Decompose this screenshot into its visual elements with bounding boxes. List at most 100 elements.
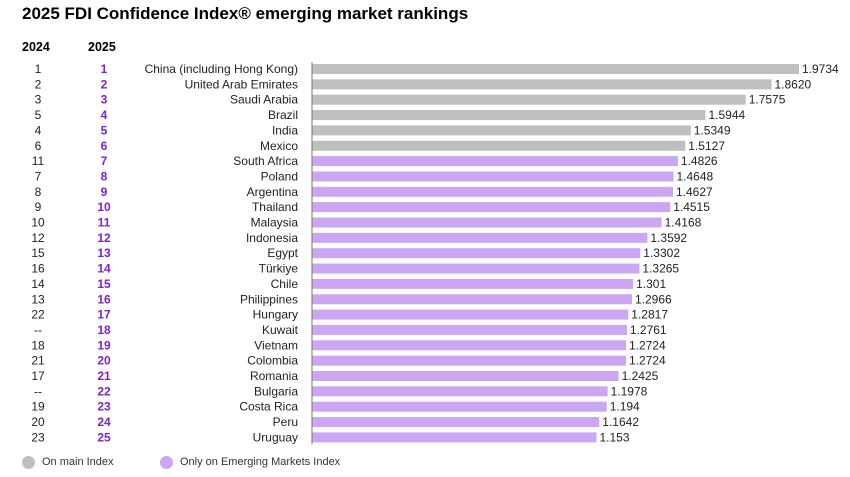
value-label: 1.5944 xyxy=(709,108,746,122)
bar xyxy=(312,401,607,412)
bar xyxy=(312,202,671,213)
rank-2024-label: 14 xyxy=(31,277,45,291)
value-label: 1.4648 xyxy=(677,169,714,183)
bar xyxy=(312,417,600,428)
rank-2025-label: 6 xyxy=(101,139,108,153)
value-label: 1.2724 xyxy=(629,338,666,352)
rank-2024-label: 9 xyxy=(35,200,42,214)
rank-2025-label: 1 xyxy=(101,62,108,76)
bar xyxy=(312,232,648,243)
value-label: 1.4168 xyxy=(665,216,702,230)
category-label: Poland xyxy=(261,169,298,183)
legend-item-emerging-only: Only on Emerging Markets Index xyxy=(160,455,340,469)
value-label: 1.2724 xyxy=(629,354,666,368)
category-label: India xyxy=(272,123,298,137)
rank-2024-label: 13 xyxy=(31,292,45,306)
category-label: Bulgaria xyxy=(254,384,298,398)
bar-chart: 1 1 China (including Hong Kong) 1.9734 2 2 Uni… xyxy=(31,62,839,445)
value-label: 1.3265 xyxy=(642,262,679,276)
rank-2025-label: 10 xyxy=(97,200,111,214)
category-label: Vietnam xyxy=(254,338,298,352)
value-label: 1.5127 xyxy=(688,139,725,153)
category-label: China (including Hong Kong) xyxy=(145,62,298,76)
value-label: 1.2425 xyxy=(622,369,659,383)
value-label: 1.4627 xyxy=(676,185,713,199)
category-label: Indonesia xyxy=(246,231,298,245)
bar xyxy=(312,186,673,197)
rank-2025-label: 11 xyxy=(98,216,111,230)
value-label: 1.9734 xyxy=(802,62,839,76)
value-label: 1.194 xyxy=(610,400,640,414)
rank-2025-label: 17 xyxy=(97,308,111,322)
category-label: Türkiye xyxy=(259,262,299,276)
column-header-2025: 2025 xyxy=(88,40,116,54)
category-label: Argentina xyxy=(247,185,299,199)
column-header-2024: 2024 xyxy=(22,40,50,54)
bar xyxy=(312,248,641,259)
rank-2024-label: 10 xyxy=(31,216,45,230)
bar xyxy=(312,371,619,381)
rank-2024-label: 2 xyxy=(35,77,42,91)
rank-2025-label: 3 xyxy=(101,93,108,107)
bar xyxy=(312,294,632,305)
category-label: Romania xyxy=(250,369,298,383)
value-label: 1.8620 xyxy=(775,77,812,91)
rank-2024-label: 8 xyxy=(35,185,42,199)
rank-2025-label: 4 xyxy=(101,108,108,122)
legend-swatch-main-index xyxy=(22,455,35,469)
bar xyxy=(312,309,629,320)
rank-2024-label: 7 xyxy=(35,169,42,183)
rank-2025-label: 18 xyxy=(97,323,111,337)
category-label: Brazil xyxy=(268,108,298,122)
rank-2024-label: -- xyxy=(34,323,42,337)
value-label: 1.3302 xyxy=(643,246,680,260)
bar xyxy=(312,94,746,105)
bar xyxy=(312,110,706,121)
rank-2024-label: 20 xyxy=(31,415,45,429)
rank-2025-label: 24 xyxy=(97,415,111,429)
category-label: Egypt xyxy=(267,246,298,260)
value-label: 1.153 xyxy=(600,430,630,444)
bar xyxy=(312,324,627,335)
bar xyxy=(312,156,678,167)
rank-2025-label: 20 xyxy=(97,354,111,368)
rank-2024-label: 18 xyxy=(31,338,45,352)
rank-2024-label: 16 xyxy=(31,262,45,276)
chart-title: 2025 FDI Confidence Index® emerging mark… xyxy=(22,4,469,23)
bar xyxy=(312,140,686,151)
value-label: 1.1642 xyxy=(602,415,639,429)
bar xyxy=(312,278,634,289)
value-label: 1.4515 xyxy=(673,200,710,214)
category-label: Kuwait xyxy=(262,323,299,337)
category-label: Uruguay xyxy=(253,430,298,444)
bar xyxy=(312,355,626,366)
rank-2024-label: 5 xyxy=(35,108,42,122)
rank-2025-label: 23 xyxy=(97,400,111,414)
rank-2025-label: 9 xyxy=(101,185,108,199)
rank-2025-label: 21 xyxy=(97,369,111,383)
rank-2025-label: 13 xyxy=(97,246,111,260)
value-label: 1.4826 xyxy=(681,154,718,168)
bar xyxy=(312,217,662,228)
legend-swatch-emerging-only xyxy=(160,455,173,469)
rank-2025-label: 16 xyxy=(97,292,111,306)
bar xyxy=(312,125,691,136)
category-label: Saudi Arabia xyxy=(230,93,298,107)
rank-2024-label: 3 xyxy=(35,93,42,107)
value-label: 1.2761 xyxy=(630,323,667,337)
rank-2025-label: 8 xyxy=(101,169,108,183)
bar xyxy=(312,432,597,443)
category-label: Peru xyxy=(273,415,298,429)
value-label: 1.301 xyxy=(636,277,666,291)
rank-2025-label: 19 xyxy=(97,338,111,352)
legend-label-main-index: On main Index xyxy=(42,456,114,468)
legend-item-main-index: On main Index xyxy=(22,455,114,469)
category-label: Costa Rica xyxy=(239,400,298,414)
bar xyxy=(312,340,626,351)
bar xyxy=(312,263,640,274)
category-label: United Arab Emirates xyxy=(185,77,298,91)
value-label: 1.1978 xyxy=(611,384,648,398)
rank-2025-label: 5 xyxy=(101,123,108,137)
category-label: Colombia xyxy=(247,354,298,368)
rank-2024-label: 22 xyxy=(31,308,45,322)
